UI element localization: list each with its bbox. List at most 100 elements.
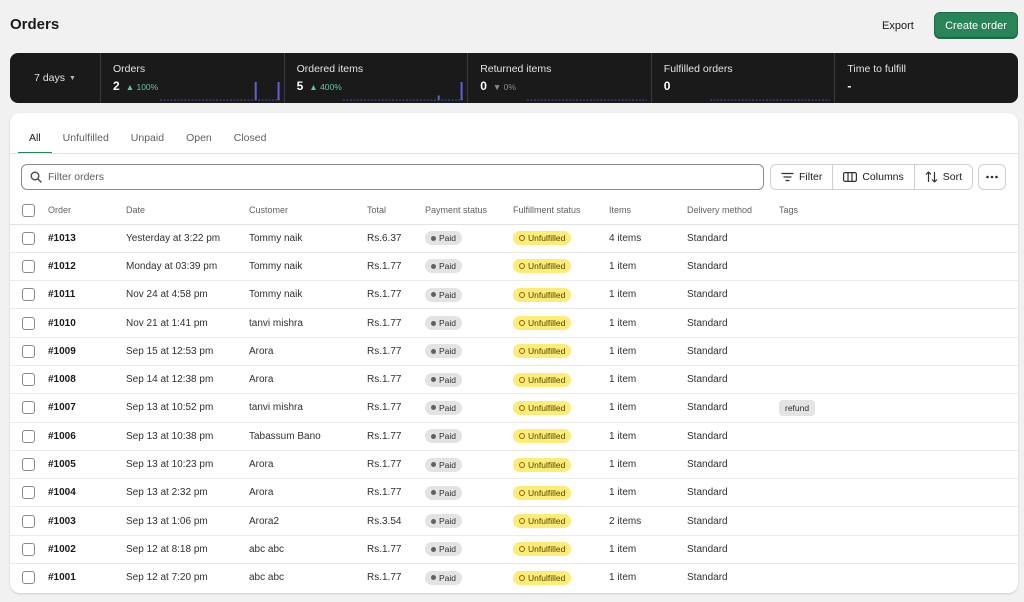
table-row[interactable]: #1004 Sep 13 at 2:32 pm Arora Rs.1.77 Paid Un… bbox=[10, 479, 1018, 507]
search-input[interactable] bbox=[48, 171, 738, 183]
row-checkbox[interactable] bbox=[22, 345, 35, 358]
stat-value: 2 bbox=[113, 79, 120, 93]
filter-icon bbox=[781, 172, 794, 182]
sparkline bbox=[527, 81, 647, 101]
total-cell: Rs.6.37 bbox=[367, 224, 425, 252]
status-dot-icon bbox=[431, 547, 436, 552]
fulfillment-status-badge: Unfulfilled bbox=[513, 458, 571, 472]
table-row[interactable]: #1003 Sep 13 at 1:06 pm Arora2 Rs.3.54 Paid U… bbox=[10, 507, 1018, 535]
filter-button[interactable]: Filter bbox=[771, 165, 833, 189]
fulfillment-status-badge: Unfulfilled bbox=[513, 401, 571, 415]
customer-cell: tanvi mishra bbox=[249, 394, 367, 422]
sort-button[interactable]: Sort bbox=[915, 165, 972, 189]
more-actions-button[interactable] bbox=[978, 164, 1006, 190]
date-cell: Sep 13 at 10:52 pm bbox=[126, 394, 249, 422]
stat-orders[interactable]: Orders 2 ▲ 100% bbox=[101, 53, 285, 103]
export-button[interactable]: Export bbox=[870, 14, 926, 38]
fulfillment-status-badge: Unfulfilled bbox=[513, 542, 571, 556]
total-cell: Rs.1.77 bbox=[367, 337, 425, 365]
row-checkbox[interactable] bbox=[22, 288, 35, 301]
toolbar-buttons: Filter Columns Sort bbox=[770, 164, 973, 190]
fulfillment-status-label: Unfulfilled bbox=[528, 516, 565, 526]
items-cell: 1 item bbox=[609, 535, 687, 563]
order-number[interactable]: #1005 bbox=[48, 459, 76, 470]
table-row[interactable]: #1010 Nov 21 at 1:41 pm tanvi mishra Rs.1.7… bbox=[10, 309, 1018, 337]
create-order-button[interactable]: Create order bbox=[934, 12, 1018, 39]
customer-cell: Tommy naik bbox=[249, 252, 367, 280]
row-checkbox[interactable] bbox=[22, 260, 35, 273]
table-row[interactable]: #1009 Sep 15 at 12:53 pm Arora Rs.1.77 Paid U… bbox=[10, 337, 1018, 365]
date-cell: Sep 13 at 1:06 pm bbox=[126, 507, 249, 535]
payment-status-badge: Paid bbox=[425, 458, 462, 472]
order-number[interactable]: #1011 bbox=[48, 289, 75, 300]
fulfillment-status-cell: Unfulfilled bbox=[513, 450, 609, 478]
fulfillment-status-badge: Unfulfilled bbox=[513, 288, 571, 302]
select-all-checkbox[interactable] bbox=[22, 204, 35, 217]
sort-icon bbox=[925, 171, 938, 183]
row-checkbox[interactable] bbox=[22, 232, 35, 245]
total-cell: Rs.1.77 bbox=[367, 365, 425, 393]
row-checkbox[interactable] bbox=[22, 458, 35, 471]
fulfillment-status-cell: Unfulfilled bbox=[513, 252, 609, 280]
stat-label: Ordered items bbox=[297, 63, 456, 75]
table-row[interactable]: #1005 Sep 13 at 10:23 pm Arora Rs.1.77 Paid U… bbox=[10, 450, 1018, 478]
status-dot-icon bbox=[431, 575, 436, 580]
order-number[interactable]: #1002 bbox=[48, 544, 76, 555]
table-row[interactable]: #1002 Sep 12 at 8:18 pm abc abc Rs.1.77 Paid… bbox=[10, 535, 1018, 563]
stat-label: Fulfilled orders bbox=[664, 63, 823, 75]
tab-open[interactable]: Open bbox=[175, 123, 223, 153]
order-number[interactable]: #1006 bbox=[48, 431, 76, 442]
tab-unfulfilled[interactable]: Unfulfilled bbox=[52, 123, 120, 153]
order-number[interactable]: #1001 bbox=[48, 572, 76, 583]
date-range-selector[interactable]: 7 days ▼ bbox=[10, 53, 101, 103]
row-checkbox[interactable] bbox=[22, 317, 35, 330]
table-row[interactable]: #1011 Nov 24 at 4:58 pm Tommy naik Rs.1.77 P… bbox=[10, 281, 1018, 309]
table-row[interactable]: #1001 Sep 12 at 7:20 pm abc abc Rs.1.77 Paid… bbox=[10, 564, 1018, 592]
table-row[interactable]: #1007 Sep 13 at 10:52 pm tanvi mishra Rs.1.… bbox=[10, 394, 1018, 422]
row-checkbox[interactable] bbox=[22, 571, 35, 584]
stat-value: 0 bbox=[664, 79, 671, 93]
order-number[interactable]: #1009 bbox=[48, 346, 76, 357]
order-number[interactable]: #1008 bbox=[48, 374, 76, 385]
table-row[interactable]: #1008 Sep 14 at 12:38 pm Arora Rs.1.77 Paid U… bbox=[10, 365, 1018, 393]
column-header-delivery-method: Delivery method bbox=[687, 197, 779, 224]
order-number[interactable]: #1010 bbox=[48, 318, 76, 329]
order-cell: #1003 bbox=[48, 507, 126, 535]
row-checkbox[interactable] bbox=[22, 373, 35, 386]
tab-all[interactable]: All bbox=[18, 123, 52, 153]
tab-unpaid[interactable]: Unpaid bbox=[120, 123, 175, 153]
items-cell: 1 item bbox=[609, 479, 687, 507]
table-row[interactable]: #1012 Monday at 03:39 pm Tommy naik Rs.1.77… bbox=[10, 252, 1018, 280]
table-row[interactable]: #1013 Yesterday at 3:22 pm Tommy naik Rs.6.… bbox=[10, 224, 1018, 252]
row-checkbox[interactable] bbox=[22, 401, 35, 414]
stat-returned-items[interactable]: Returned items 0 ▼ 0% bbox=[468, 53, 652, 103]
order-number[interactable]: #1007 bbox=[48, 402, 76, 413]
status-dot-icon bbox=[431, 490, 436, 495]
items-cell: 1 item bbox=[609, 564, 687, 592]
table-row[interactable]: #1006 Sep 13 at 10:38 pm Tabassum Bano Rs.1… bbox=[10, 422, 1018, 450]
row-checkbox[interactable] bbox=[22, 515, 35, 528]
row-checkbox[interactable] bbox=[22, 430, 35, 443]
columns-button[interactable]: Columns bbox=[833, 165, 914, 189]
total-cell: Rs.1.77 bbox=[367, 309, 425, 337]
payment-status-cell: Paid bbox=[425, 224, 513, 252]
status-ring-icon bbox=[519, 263, 525, 269]
stat-time-to-fulfill[interactable]: Time to fulfill - bbox=[835, 53, 1018, 103]
sparkline bbox=[343, 81, 463, 101]
order-number[interactable]: #1012 bbox=[48, 261, 76, 272]
page-title: Orders bbox=[10, 16, 59, 33]
order-number[interactable]: #1013 bbox=[48, 233, 76, 244]
tab-closed[interactable]: Closed bbox=[223, 123, 278, 153]
fulfillment-status-label: Unfulfilled bbox=[528, 290, 565, 300]
stat-ordered-items[interactable]: Ordered items 5 ▲ 400% bbox=[285, 53, 469, 103]
tags-cell bbox=[779, 365, 1018, 393]
stat-fulfilled-orders[interactable]: Fulfilled orders 0 bbox=[652, 53, 836, 103]
row-checkbox[interactable] bbox=[22, 543, 35, 556]
sparkline-bar bbox=[438, 96, 440, 101]
row-checkbox[interactable] bbox=[22, 486, 35, 499]
order-number[interactable]: #1003 bbox=[48, 516, 76, 527]
payment-status-cell: Paid bbox=[425, 535, 513, 563]
search-box[interactable] bbox=[21, 164, 764, 190]
order-cell: #1001 bbox=[48, 564, 126, 592]
order-number[interactable]: #1004 bbox=[48, 487, 76, 498]
